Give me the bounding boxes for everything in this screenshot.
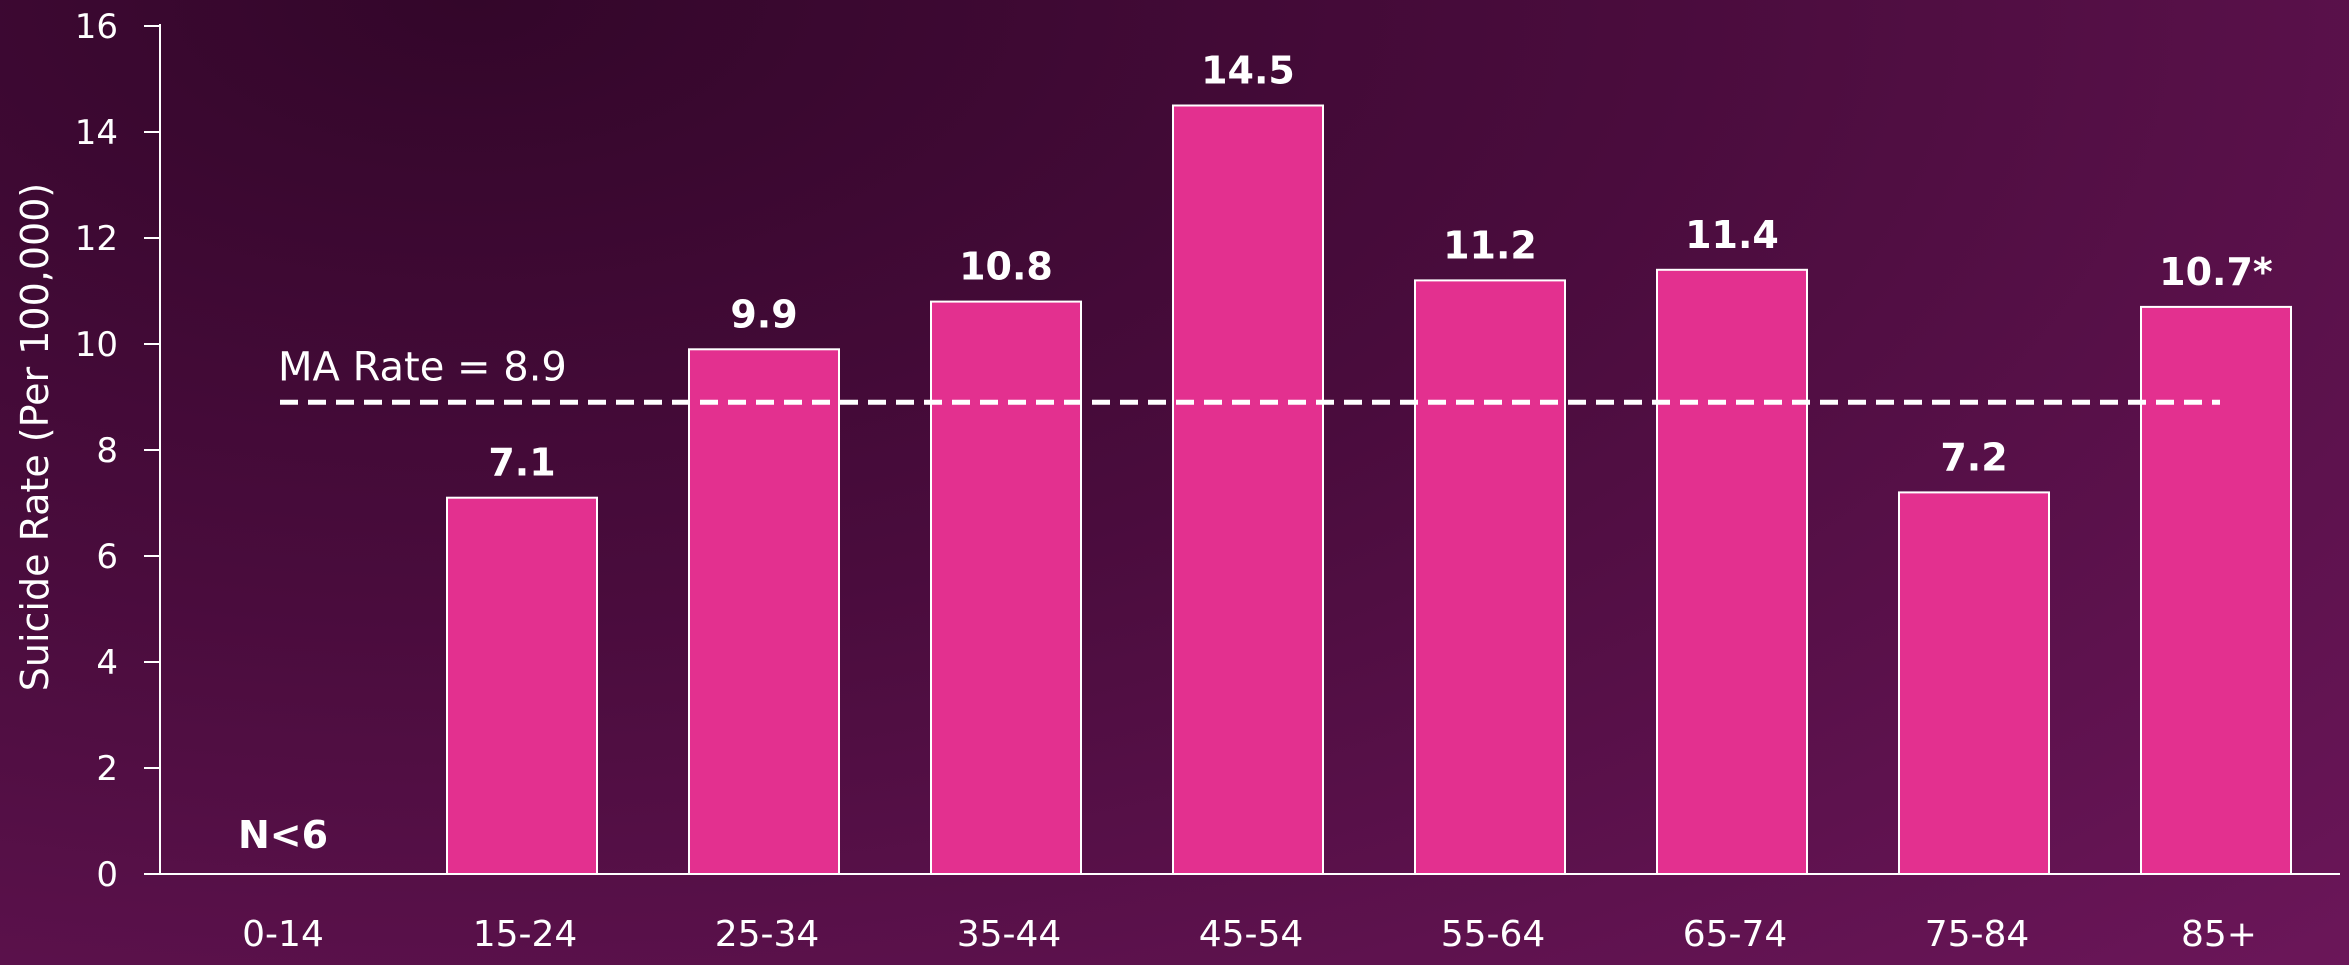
category-label: 55-64 bbox=[1441, 914, 1546, 955]
category-labels: 0-14 15-24 25-34 35-44 45-54 55-64 65-74 75-84 8… bbox=[242, 914, 2257, 955]
bar bbox=[1414, 279, 1566, 875]
data-labels: N<6 7.1 9.9 10.8 14.5 11.2 11.4 7.2 10.7* bbox=[238, 49, 2273, 858]
category-label: 25-34 bbox=[715, 914, 820, 955]
bar bbox=[1172, 104, 1324, 875]
y-tick-label: 6 bbox=[96, 537, 118, 577]
data-label: 14.5 bbox=[1201, 49, 1295, 93]
data-label: 7.1 bbox=[488, 441, 555, 485]
category-label: 45-54 bbox=[1199, 914, 1304, 955]
category-label: 35-44 bbox=[957, 914, 1062, 955]
y-axis-title: Suicide Rate (Per 100,000) bbox=[13, 183, 57, 691]
y-tick-label: 14 bbox=[75, 113, 118, 153]
y-tick-label: 10 bbox=[75, 325, 118, 365]
bar bbox=[2140, 305, 2292, 875]
bar bbox=[688, 348, 840, 875]
y-tick-label: 12 bbox=[75, 219, 118, 259]
bar bbox=[1898, 491, 2050, 875]
category-label: 75-84 bbox=[1925, 914, 2030, 955]
bar bbox=[930, 300, 1082, 876]
bars bbox=[446, 104, 2292, 876]
category-label: 15-24 bbox=[473, 914, 578, 955]
y-tick-label: 16 bbox=[75, 7, 118, 47]
y-tick-label: 4 bbox=[96, 643, 118, 683]
data-label: 11.4 bbox=[1685, 213, 1779, 257]
category-label: 85+ bbox=[2181, 914, 2257, 955]
data-label: 9.9 bbox=[730, 292, 797, 336]
reference-line-group: MA Rate = 8.9 bbox=[278, 344, 2220, 405]
y-tick-label: 2 bbox=[96, 749, 118, 789]
data-label: 10.7* bbox=[2159, 250, 2273, 294]
category-label: 65-74 bbox=[1683, 914, 1788, 955]
y-tick-label: 0 bbox=[96, 855, 118, 895]
data-label-no-data: N<6 bbox=[238, 813, 328, 857]
ma-rate-label: MA Rate = 8.9 bbox=[278, 344, 567, 390]
bar bbox=[1656, 268, 1808, 875]
category-label: 0-14 bbox=[242, 914, 324, 955]
data-label: 11.2 bbox=[1443, 223, 1537, 267]
data-label: 10.8 bbox=[959, 245, 1053, 289]
bar bbox=[446, 496, 598, 875]
y-tick-label: 8 bbox=[96, 431, 118, 471]
data-label: 7.2 bbox=[1940, 435, 2007, 479]
